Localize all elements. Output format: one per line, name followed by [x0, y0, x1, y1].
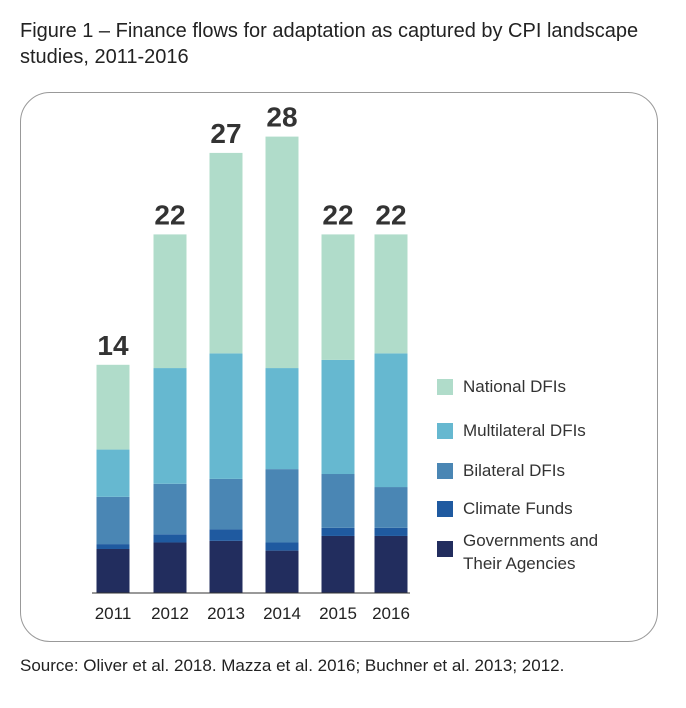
- bar-segment: [96, 364, 130, 450]
- bar-segment: [321, 474, 355, 528]
- bar-segment: [209, 478, 243, 530]
- bar-segment: [209, 152, 243, 354]
- bar-segment: [321, 535, 355, 593]
- bar-segment: [374, 234, 408, 354]
- bar-segment: [96, 548, 130, 593]
- legend-swatch: [437, 423, 453, 439]
- bar-segment: [374, 487, 408, 528]
- bar-segment: [321, 359, 355, 475]
- bar-segment: [209, 529, 243, 541]
- bar-segment: [265, 550, 299, 593]
- bar-segment: [265, 368, 299, 470]
- bar-segment: [374, 535, 408, 593]
- legend-label: Bilateral DFIs: [463, 461, 566, 480]
- bar-segment: [209, 353, 243, 479]
- legend-swatch: [437, 463, 453, 479]
- total-label: 14: [97, 330, 129, 361]
- bar-segment: [209, 540, 243, 593]
- bar-segment: [153, 534, 187, 543]
- x-tick-label: 2012: [151, 604, 189, 623]
- bar-segment: [96, 496, 130, 545]
- total-label: 22: [375, 199, 406, 230]
- bar-segment: [321, 234, 355, 360]
- bar-segment: [265, 542, 299, 551]
- bar-segment: [321, 527, 355, 536]
- x-tick-label: 2016: [372, 604, 410, 623]
- total-label: 22: [322, 199, 353, 230]
- bar-segment: [153, 483, 187, 535]
- bar-segment: [96, 449, 130, 497]
- legend-swatch: [437, 501, 453, 517]
- legend-swatch: [437, 541, 453, 557]
- total-label: 28: [266, 102, 297, 133]
- legend-label: National DFIs: [463, 377, 566, 396]
- legend-label: Climate Funds: [463, 499, 573, 518]
- x-tick-label: 2013: [207, 604, 245, 623]
- bar-segment: [153, 368, 187, 484]
- bar-segment: [153, 542, 187, 593]
- total-label: 27: [210, 118, 241, 149]
- bar-segment: [374, 527, 408, 536]
- bar-segment: [265, 469, 299, 543]
- total-label: 22: [154, 199, 185, 230]
- bar-segment: [153, 234, 187, 369]
- x-tick-label: 2015: [319, 604, 357, 623]
- chart-title: Figure 1 – Finance flows for adaptation …: [20, 20, 639, 68]
- legend-label: Multilateral DFIs: [463, 421, 586, 440]
- bar-segment: [374, 353, 408, 488]
- bar-segment: [96, 544, 130, 549]
- chart-frame: [20, 92, 658, 642]
- legend-label: Governments and Their Agencies: [463, 531, 599, 573]
- source-note: Source: Oliver et al. 2018. Mazza et al.…: [20, 656, 565, 675]
- bar-segment: [265, 136, 299, 369]
- legend-swatch: [437, 379, 453, 395]
- x-tick-label: 2011: [95, 604, 132, 623]
- x-tick-label: 2014: [263, 604, 301, 623]
